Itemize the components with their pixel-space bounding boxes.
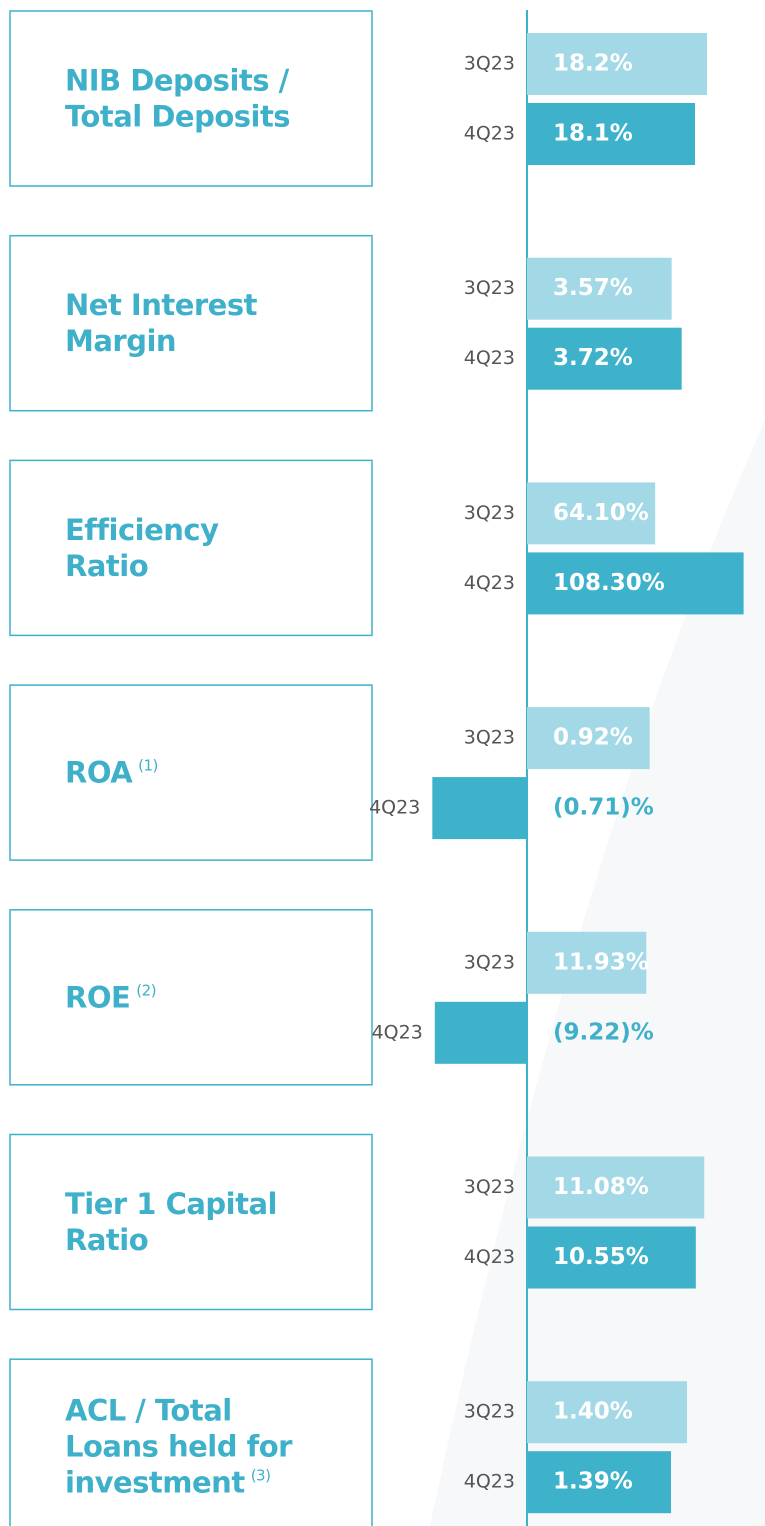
metric-box — [9, 234, 373, 412]
category-label: 4Q23 — [464, 1471, 515, 1493]
metric-title-line: investment — [65, 1466, 245, 1500]
metric-title-line: Efficiency — [65, 513, 219, 547]
metric-title: ROA (1) — [65, 756, 158, 790]
bar — [527, 552, 744, 615]
category-label: 3Q23 — [464, 53, 515, 75]
metric-title-line: ROA — [65, 756, 133, 790]
bar — [432, 777, 527, 840]
value-label: 11.93% — [553, 949, 649, 975]
value-label: 108.30% — [553, 570, 665, 596]
bar — [527, 257, 672, 320]
metric-box — [9, 684, 373, 861]
bar — [527, 1226, 696, 1289]
metric-box — [9, 1133, 373, 1311]
category-label: 4Q23 — [372, 1021, 423, 1043]
value-label: 3.72% — [553, 345, 633, 371]
metric-title-line: Tier 1 Capital — [65, 1187, 277, 1221]
metric-title-line: Ratio — [65, 1223, 148, 1257]
value-label: 11.08% — [553, 1174, 649, 1200]
value-label: (0.71)% — [553, 795, 654, 821]
metric-panel: Efficiency Ratio 3Q23 64.10% 4Q23 108.30% — [9, 459, 744, 637]
metric-title: NIB Deposits / Total Deposits — [65, 64, 290, 134]
bar — [527, 103, 695, 165]
category-label: 4Q23 — [464, 1246, 515, 1268]
metric-title: ROE (2) — [65, 980, 156, 1014]
metric-title-line: NIB Deposits / — [65, 64, 290, 98]
value-label: 1.39% — [553, 1469, 633, 1495]
category-label: 3Q23 — [464, 277, 515, 299]
metric-title: Efficiency Ratio — [65, 513, 219, 583]
category-label: 4Q23 — [369, 797, 420, 819]
category-label: 4Q23 — [464, 123, 515, 145]
value-label: 3.57% — [553, 275, 633, 301]
footnote-marker: (1) — [138, 757, 158, 775]
bar — [527, 1451, 671, 1514]
bar — [527, 327, 682, 390]
metric-title: ACL / Total Loans held for investment (3) — [65, 1394, 293, 1500]
metric-panel: Tier 1 Capital Ratio 3Q23 11.08% 4Q23 10.55% — [9, 1133, 705, 1311]
metric-panel: ROA (1) 3Q23 0.92% 4Q23 (0.71)% — [9, 684, 654, 861]
category-label: 4Q23 — [464, 347, 515, 369]
bar — [527, 33, 707, 95]
bar — [527, 707, 650, 770]
value-label: 1.40% — [553, 1399, 633, 1425]
value-label: 10.55% — [553, 1244, 649, 1270]
metric-panel: ROE (2) 3Q23 11.93% 4Q23 (9.22)% — [9, 909, 654, 1086]
bar — [434, 1001, 527, 1064]
metric-panel: NIB Deposits / Total Deposits 3Q23 18.2% 4Q2… — [9, 10, 707, 187]
metric-title-line: Loans held for — [65, 1430, 293, 1464]
value-label: 0.92% — [553, 725, 633, 751]
category-label: 4Q23 — [464, 572, 515, 594]
metric-title: Net Interest Margin — [65, 288, 258, 358]
metric-title-line: ACL / Total — [65, 1394, 232, 1428]
metric-panel: ACL / Total Loans held for investment (3) 3Q… — [9, 1358, 687, 1526]
metric-title-line: Net Interest — [65, 288, 258, 322]
value-label: 18.2% — [553, 51, 633, 77]
metric-box — [9, 909, 373, 1086]
category-label: 3Q23 — [464, 951, 515, 973]
metric-box — [9, 10, 373, 187]
value-label: (9.22)% — [553, 1019, 654, 1045]
bar — [527, 482, 656, 545]
category-label: 3Q23 — [464, 1176, 515, 1198]
footnote-marker: (3) — [251, 1467, 271, 1485]
value-label: 18.1% — [553, 121, 633, 147]
bar — [527, 1156, 705, 1219]
value-label: 64.10% — [553, 500, 649, 526]
category-label: 3Q23 — [464, 1401, 515, 1423]
bar — [527, 931, 647, 994]
bar — [527, 1381, 687, 1444]
metric-title-line: ROE — [65, 980, 130, 1014]
metric-box — [9, 459, 373, 637]
metric-box — [9, 1358, 373, 1526]
footnote-marker: (2) — [136, 981, 156, 999]
metric-title-line: Ratio — [65, 549, 148, 583]
metric-title-line: Margin — [65, 324, 176, 358]
metric-title-line: Total Deposits — [65, 100, 290, 134]
metric-title: Tier 1 Capital Ratio — [65, 1187, 277, 1257]
category-label: 3Q23 — [464, 502, 515, 524]
category-label: 3Q23 — [464, 727, 515, 749]
metric-panel: Net Interest Margin 3Q23 3.57% 4Q23 3.72% — [9, 234, 682, 412]
